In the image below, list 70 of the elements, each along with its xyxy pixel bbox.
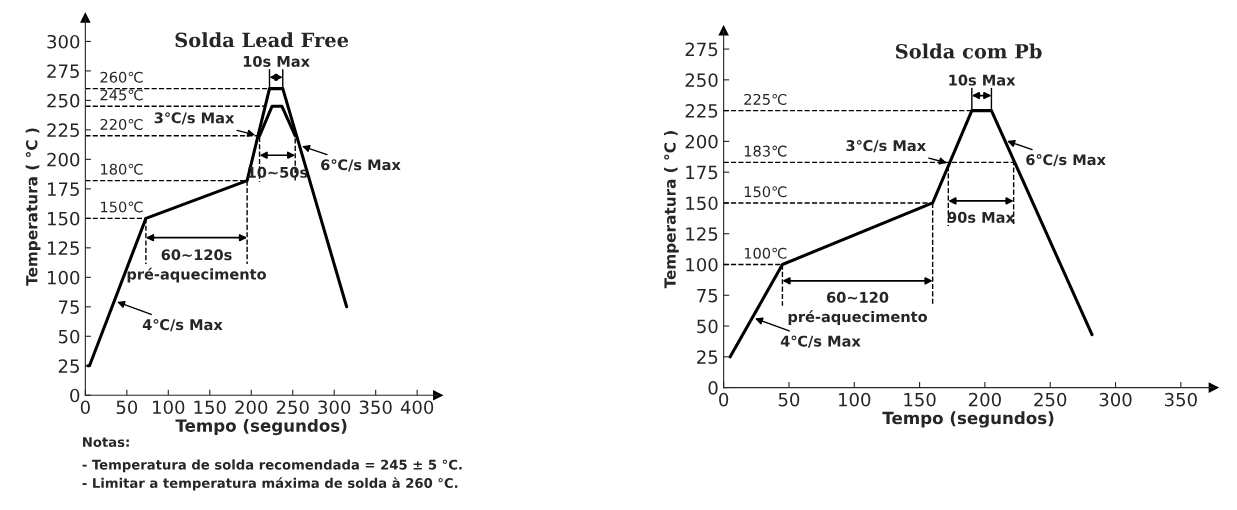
x-tick-label: 150 <box>194 400 226 415</box>
x-tick-label: 350 <box>1164 392 1197 407</box>
y-tick-label: 125 <box>686 227 718 241</box>
y-tick-label: 300 <box>47 34 80 49</box>
y-tick-label: 225 <box>685 104 718 118</box>
y-tick-label: 100 <box>686 257 718 272</box>
y-tick-label: 25 <box>697 350 718 364</box>
ref-line-label: 225℃ <box>744 93 787 105</box>
x-tick-label: 150 <box>904 392 936 407</box>
x-tick-label: 200 <box>968 392 1001 407</box>
text: Solda Lead Free <box>175 32 349 48</box>
ref-line-label: 220℃ <box>100 118 143 130</box>
y-axis-title: Temperatura ( °C ) <box>664 131 679 289</box>
annotation: 10s Max <box>949 74 1016 86</box>
annotation: 60~120 pré-aquecimento <box>788 291 928 326</box>
y-tick-label: 250 <box>47 93 80 108</box>
ref-line-label: 245℃ <box>100 89 143 101</box>
ref-line-label: 100℃ <box>744 247 787 259</box>
annotation: 4℃/s Max <box>780 335 861 348</box>
text: - Temperatura de solda recomendada = 245 ± 5 °C. <box>82 459 462 473</box>
x-tick-label: 0 <box>80 400 90 415</box>
x-axis-title: Tempo (segundos) <box>882 411 1054 428</box>
x-tick-label: 200 <box>235 400 268 415</box>
x-tick-label: 0 <box>719 392 729 407</box>
y-tick-label: 275 <box>47 64 79 79</box>
x-tick-label: 250 <box>276 400 309 415</box>
y-tick-label: 100 <box>48 270 80 285</box>
x-tick-label: 50 <box>778 392 800 407</box>
x-tick-label: 100 <box>839 392 871 407</box>
annotation: 90s Max <box>947 211 1015 223</box>
annotation: 4℃/s Max <box>142 319 223 332</box>
y-tick-label: 50 <box>58 329 80 344</box>
x-tick-label: 100 <box>153 400 185 415</box>
annotation: 60~120s pré-aquecimento <box>127 249 266 283</box>
ref-line-label: 260℃ <box>100 71 143 83</box>
annotation: 10s Max <box>243 55 310 67</box>
ref-line-label: 150℃ <box>101 201 143 213</box>
annotation: 3℃/s Max <box>154 112 235 125</box>
annotation: 3℃/s Max <box>846 139 926 153</box>
y-tick-label: 250 <box>685 73 718 87</box>
y-tick-label: 50 <box>697 319 718 334</box>
y-tick-label: 75 <box>697 288 718 303</box>
y-tick-label: 150 <box>686 196 718 211</box>
x-tick-label: 300 <box>318 400 351 415</box>
x-tick-label: 400 <box>400 400 434 415</box>
y-tick-label: 0 <box>708 381 718 395</box>
x-tick-label: 300 <box>1099 392 1132 407</box>
x-axis-title: Tempo (segundos) <box>175 418 347 436</box>
y-tick-label: 200 <box>685 134 718 149</box>
annotation: 6℃/s Max <box>321 159 401 172</box>
y-tick-label: 275 <box>685 42 718 57</box>
annotation: 6℃/s Max <box>1026 154 1106 167</box>
y-tick-label: 150 <box>48 211 80 226</box>
y-tick-label: 225 <box>47 123 79 138</box>
x-tick-label: 350 <box>359 400 392 415</box>
ref-line-label: 183℃ <box>744 145 787 157</box>
x-tick-label: 50 <box>116 400 138 415</box>
text: Notas: <box>83 437 129 448</box>
x-tick-label: 250 <box>1034 392 1067 407</box>
y-tick-label: 25 <box>58 359 79 373</box>
y-tick-label: 200 <box>47 152 80 167</box>
ref-line-label: 150℃ <box>744 186 787 198</box>
text: - Limitar a temperatura máxima de solda à 260 °C. <box>82 477 458 491</box>
y-tick-label: 125 <box>48 241 79 255</box>
y-tick-label: 75 <box>59 300 79 314</box>
y-tick-label: 175 <box>48 182 79 196</box>
text: Solda com Pb <box>895 43 1042 59</box>
ref-line-label: 180℃ <box>101 163 143 175</box>
y-axis-title: Temperatura ( °C ) <box>25 128 41 286</box>
y-tick-label: 175 <box>686 165 718 180</box>
